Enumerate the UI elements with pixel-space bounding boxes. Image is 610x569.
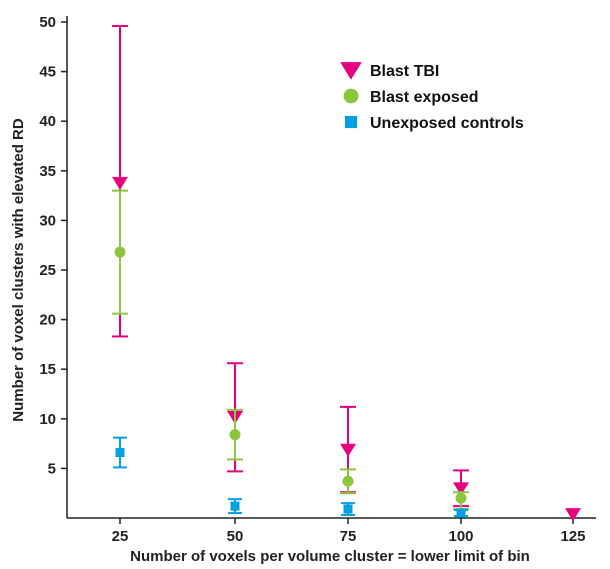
x-axis-label: Number of voxels per volume cluster = lo… (130, 548, 530, 565)
x-tick-label: 75 (340, 528, 357, 545)
legend-label: Unexposed controls (370, 115, 524, 132)
y-tick-label: 45 (39, 64, 56, 81)
legend-marker (340, 62, 362, 80)
y-tick-label: 15 (39, 361, 56, 378)
x-ticks: 25 50 75 100 125 (112, 518, 586, 545)
data-point (456, 508, 466, 518)
data-point (340, 443, 356, 457)
legend-label: Blast TBI (370, 63, 439, 80)
legend-marker (343, 88, 359, 104)
y-tick-label: 50 (39, 14, 56, 31)
y-axis-label: Number of voxel clusters with elevated R… (10, 118, 27, 422)
y-tick-label: 10 (39, 411, 56, 428)
y-tick-label: 5 (48, 460, 56, 477)
axes (66, 16, 596, 519)
legend-label: Blast exposed (370, 89, 478, 106)
y-tick-label: 40 (39, 113, 56, 130)
series-blast-exposed (112, 189, 469, 511)
x-tick-label: 25 (112, 528, 129, 545)
y-tick-label: 35 (39, 163, 56, 180)
x-tick-label: 50 (227, 528, 244, 545)
data-point (114, 246, 126, 258)
data-point (455, 492, 467, 504)
data-point (343, 504, 353, 514)
data-point (565, 508, 581, 522)
legend-marker (344, 115, 358, 129)
data-point (112, 176, 128, 190)
data-point (453, 482, 469, 496)
y-tick-label: 30 (39, 212, 56, 229)
series-unexposed-controls (113, 436, 468, 518)
data-marks (112, 24, 581, 522)
legend: Blast TBI Blast exposed Unexposed controls (340, 62, 524, 132)
data-point (342, 475, 354, 487)
y-tick-label: 20 (39, 312, 56, 329)
x-tick-label: 125 (560, 528, 585, 545)
data-point (229, 429, 241, 441)
y-ticks: 5 10 15 20 25 30 35 40 45 50 (39, 14, 67, 477)
x-tick-label: 100 (448, 528, 473, 545)
data-point (115, 448, 125, 458)
y-tick-label: 25 (39, 262, 56, 279)
data-point (230, 501, 240, 511)
